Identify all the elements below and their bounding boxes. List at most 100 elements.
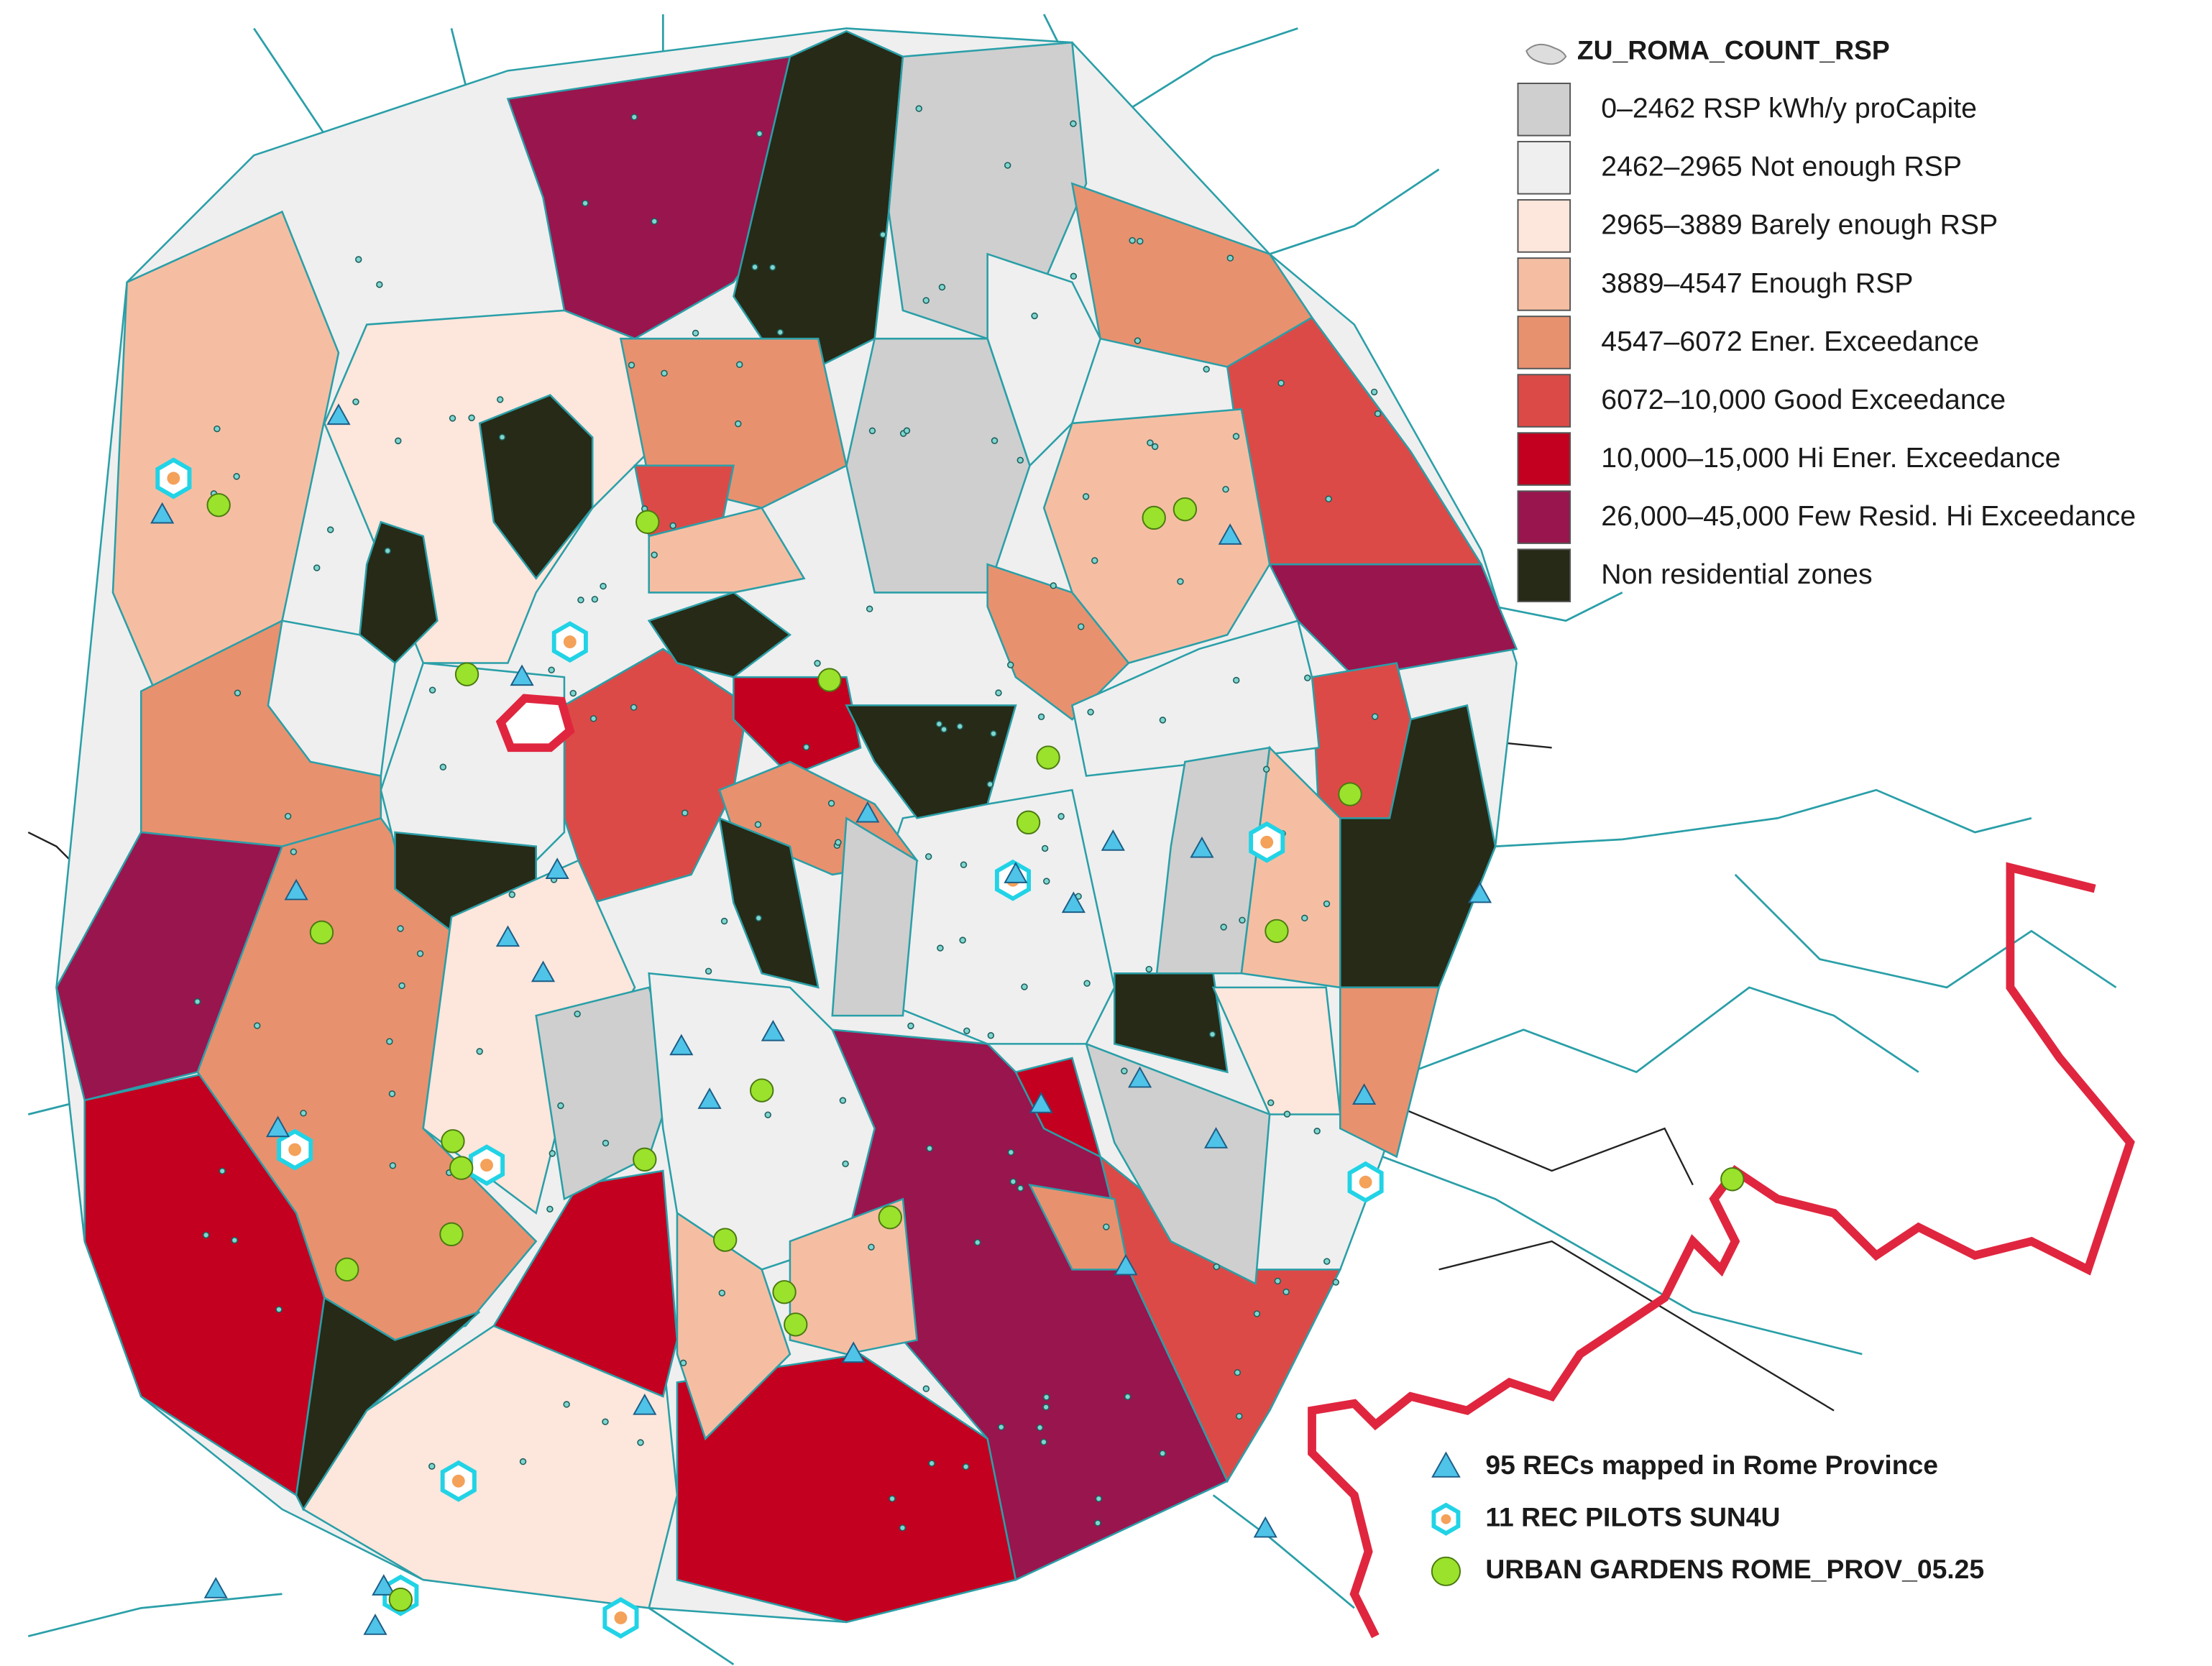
point xyxy=(313,564,321,571)
point xyxy=(1036,1424,1044,1432)
zone xyxy=(718,816,820,989)
point xyxy=(254,1022,261,1029)
point xyxy=(1094,1519,1101,1527)
rec-marker xyxy=(1352,1083,1377,1105)
point xyxy=(995,689,1002,696)
garden-marker xyxy=(1265,919,1289,944)
point xyxy=(915,105,922,112)
highlight-zone xyxy=(495,694,575,753)
point xyxy=(284,812,292,820)
point xyxy=(1323,900,1331,908)
point xyxy=(922,1385,930,1392)
point xyxy=(630,704,638,711)
legend-title: ZU_ROMA_COUNT_RSP xyxy=(1577,35,1890,65)
rec-marker xyxy=(633,1393,657,1415)
legend-swatch xyxy=(1517,257,1571,311)
point xyxy=(439,763,447,770)
point xyxy=(1370,388,1378,396)
point xyxy=(959,936,966,944)
pilot-core xyxy=(1359,1175,1372,1189)
point xyxy=(219,1167,226,1175)
point xyxy=(1159,717,1167,724)
rec-marker xyxy=(1218,523,1242,545)
point xyxy=(1332,1279,1339,1286)
point xyxy=(679,1359,687,1367)
legend-swatch xyxy=(1517,432,1571,486)
point xyxy=(814,660,821,667)
province-boundary xyxy=(1308,862,2135,1639)
point xyxy=(735,420,742,428)
point xyxy=(327,526,334,533)
point xyxy=(1159,1450,1166,1457)
point xyxy=(756,130,763,137)
pilot-core xyxy=(563,635,577,649)
point xyxy=(868,427,876,435)
point xyxy=(449,415,456,422)
rec-marker xyxy=(363,1614,387,1635)
point xyxy=(718,1289,726,1297)
point xyxy=(1103,1223,1110,1230)
pilot-core xyxy=(288,1143,302,1156)
garden-marker xyxy=(441,1129,465,1154)
garden-marker xyxy=(712,1228,738,1252)
pilot-core xyxy=(1441,1514,1451,1524)
point xyxy=(549,1150,556,1157)
point xyxy=(231,1236,239,1244)
point xyxy=(866,605,873,612)
garden-marker xyxy=(454,662,479,686)
zone xyxy=(1268,563,1518,678)
legend-label: 0–2462 RSP kWh/y proCapite xyxy=(1601,93,1977,124)
point xyxy=(1277,379,1285,387)
legend-items: 0–2462 RSP kWh/y proCapite 2462–2965 Not … xyxy=(1517,83,2136,602)
point xyxy=(736,361,743,368)
marker-legend-label: 11 REC PILOTS SUN4U xyxy=(1485,1502,1780,1532)
point xyxy=(1267,1099,1275,1107)
garden-marker xyxy=(784,1312,808,1337)
point xyxy=(1124,1393,1132,1401)
point xyxy=(1226,254,1234,262)
legend-swatch xyxy=(1517,141,1571,195)
point xyxy=(889,1495,896,1502)
point xyxy=(569,689,577,697)
point xyxy=(1374,410,1382,418)
point xyxy=(987,1032,995,1039)
point xyxy=(928,1460,935,1467)
garden-marker xyxy=(750,1078,774,1103)
garden-marker xyxy=(1142,505,1166,530)
zone xyxy=(648,507,806,594)
point xyxy=(386,1038,393,1045)
zone xyxy=(302,1325,679,1609)
zone xyxy=(1113,972,1229,1074)
rec-marker xyxy=(372,1574,396,1596)
point xyxy=(1070,272,1078,280)
rec-marker xyxy=(545,857,569,879)
point xyxy=(940,726,947,733)
point xyxy=(376,281,383,288)
point xyxy=(1057,813,1065,820)
zone xyxy=(845,704,1017,819)
point xyxy=(1282,1288,1290,1296)
point xyxy=(214,425,221,433)
point xyxy=(234,689,242,696)
point xyxy=(508,891,516,898)
rec-marker xyxy=(266,1115,290,1138)
point xyxy=(602,1139,610,1147)
legend-swatch xyxy=(1517,490,1571,544)
point xyxy=(395,437,402,445)
point xyxy=(1095,1495,1103,1502)
point xyxy=(1262,765,1270,773)
point xyxy=(986,781,993,788)
point xyxy=(899,1524,907,1532)
garden-marker xyxy=(439,1222,464,1246)
legend-label: 6072–10,000 Good Exceedance xyxy=(1601,384,2006,415)
zone xyxy=(1339,986,1441,1159)
point xyxy=(960,861,968,868)
point xyxy=(1177,578,1184,585)
marker-legend-label: 95 RECs mapped in Rome Province xyxy=(1485,1450,1938,1480)
point xyxy=(1004,162,1011,169)
point xyxy=(962,1463,970,1471)
point xyxy=(998,1423,1005,1431)
garden-marker xyxy=(1016,810,1041,834)
